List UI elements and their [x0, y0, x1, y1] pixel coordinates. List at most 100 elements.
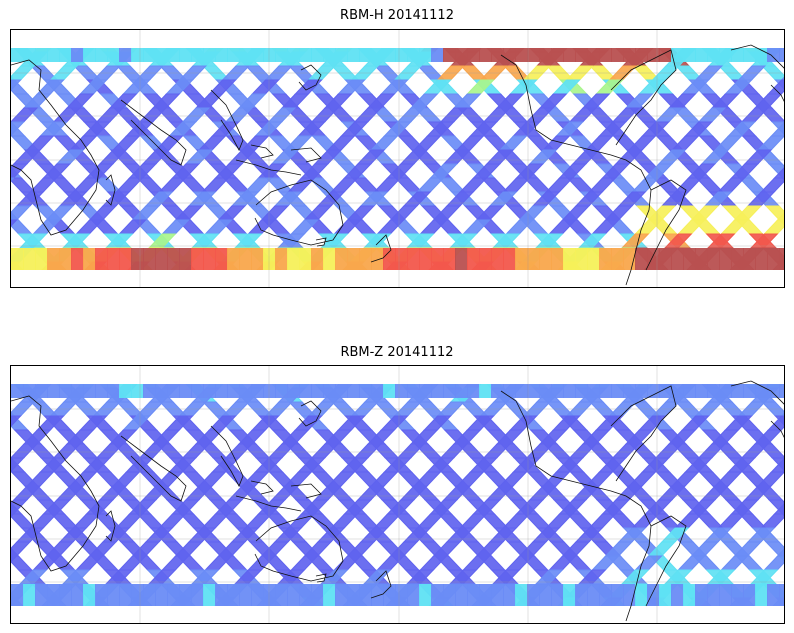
swath-edge-top [227, 48, 240, 62]
swath-cell [330, 177, 359, 193]
swath-edge-bottom [563, 584, 576, 606]
swath-edge-bottom [407, 584, 420, 606]
swath-edge-top [479, 48, 492, 62]
swath-edge-bottom [239, 584, 252, 606]
swath-edge-top [251, 48, 264, 62]
swath-edge-top [467, 384, 480, 398]
swath-edge-top [407, 384, 420, 398]
swath-cell [575, 276, 601, 288]
swath-cell [317, 276, 343, 288]
swath-edge-bottom [107, 248, 120, 270]
swath-edge-bottom [371, 248, 384, 270]
swath-cell [244, 513, 273, 529]
swath-edge-top [515, 384, 528, 398]
swath-cell [136, 177, 165, 193]
swath-cell [695, 177, 724, 193]
swath-edge-top [323, 48, 336, 62]
swath-edge-bottom [539, 584, 552, 606]
swath-edge-bottom [155, 584, 168, 606]
swath-cell [754, 276, 780, 288]
swath-cell [109, 612, 135, 624]
coastline [500, 54, 612, 156]
swath-edge-top [671, 384, 684, 398]
swath-edge-top [455, 384, 468, 398]
swath-edge-bottom [143, 248, 156, 270]
swath-edge-bottom [467, 584, 480, 606]
swath-edge-top [491, 384, 504, 398]
swath-edge-top [419, 384, 432, 398]
swath-cell [439, 107, 469, 123]
swath-edge-bottom [395, 248, 408, 270]
swath-edge-bottom [251, 584, 264, 606]
swath-cell [11, 79, 22, 91]
swath-edge-bottom [95, 248, 108, 270]
swath-edge-bottom [431, 248, 444, 270]
swath-cell [115, 177, 144, 193]
coastline [250, 480, 274, 495]
swath-cell [539, 276, 565, 288]
swath-edge-top [299, 384, 312, 398]
swath-edge-bottom [611, 248, 624, 270]
swath-edge-bottom [455, 248, 468, 270]
swath-edge-bottom [323, 248, 336, 270]
swath-edge-top [671, 48, 684, 62]
coastline [254, 515, 344, 582]
swath-cell [618, 612, 644, 624]
swath-edge-top [743, 48, 756, 62]
swath-cell [588, 513, 617, 529]
swath-edge-bottom [527, 584, 540, 606]
panel-bottom-title: RBM-Z 20141112 [340, 345, 454, 360]
swath-edge-bottom [551, 248, 564, 270]
coastline [105, 510, 116, 542]
swath-edge-bottom [719, 248, 732, 270]
swath-edge-top [299, 48, 312, 62]
swath-cell [145, 612, 171, 624]
swath-edge-bottom [323, 584, 336, 606]
swath-edge-bottom [683, 584, 696, 606]
swath-edge-bottom [287, 584, 300, 606]
swath-edge-bottom [275, 248, 288, 270]
swath-edge-bottom [599, 584, 612, 606]
swath-edge-top [503, 48, 516, 62]
swath-edge-top [395, 384, 408, 398]
swath-edge-top [611, 48, 624, 62]
swath-cell [396, 107, 426, 123]
swath-edge-bottom [743, 584, 756, 606]
swath-cell [770, 122, 784, 137]
coastline [770, 84, 784, 102]
swath-edge-bottom [359, 584, 372, 606]
swath-edge-top [359, 48, 372, 62]
swath-cell [740, 443, 770, 459]
swath-cell [353, 443, 383, 459]
swath-cell [29, 513, 58, 529]
swath-cell [575, 612, 601, 624]
swath-cell [625, 612, 651, 624]
swath-edge-bottom [263, 584, 276, 606]
swath-edge-top [323, 384, 336, 398]
swath-edge-top [275, 48, 288, 62]
swath-edge-top [11, 48, 24, 62]
swath-edge-bottom [35, 248, 48, 270]
swath-cell [439, 443, 469, 459]
swath-cell [188, 276, 214, 288]
swath-cell [763, 555, 784, 571]
swath-edge-top [383, 48, 396, 62]
swath-cell [704, 612, 730, 624]
swath-edge-bottom [191, 248, 204, 270]
coastline [105, 174, 116, 206]
swath-cell [773, 503, 784, 515]
swath-edge-top [371, 384, 384, 398]
panel-top-title: RBM-H 20141112 [340, 8, 454, 23]
swath-cell [545, 513, 574, 529]
swath-cell [459, 513, 488, 529]
swath-cell [776, 212, 784, 221]
swath-cell [767, 79, 784, 95]
swath-edge-bottom [539, 248, 552, 270]
swath-edge-top [95, 48, 108, 62]
swath-edge-bottom [35, 584, 48, 606]
swath-cell [754, 612, 780, 624]
swath-cell [763, 219, 784, 235]
swath-edge-top [599, 48, 612, 62]
swath-edge-top [23, 48, 36, 62]
swath-edge-bottom [515, 584, 528, 606]
